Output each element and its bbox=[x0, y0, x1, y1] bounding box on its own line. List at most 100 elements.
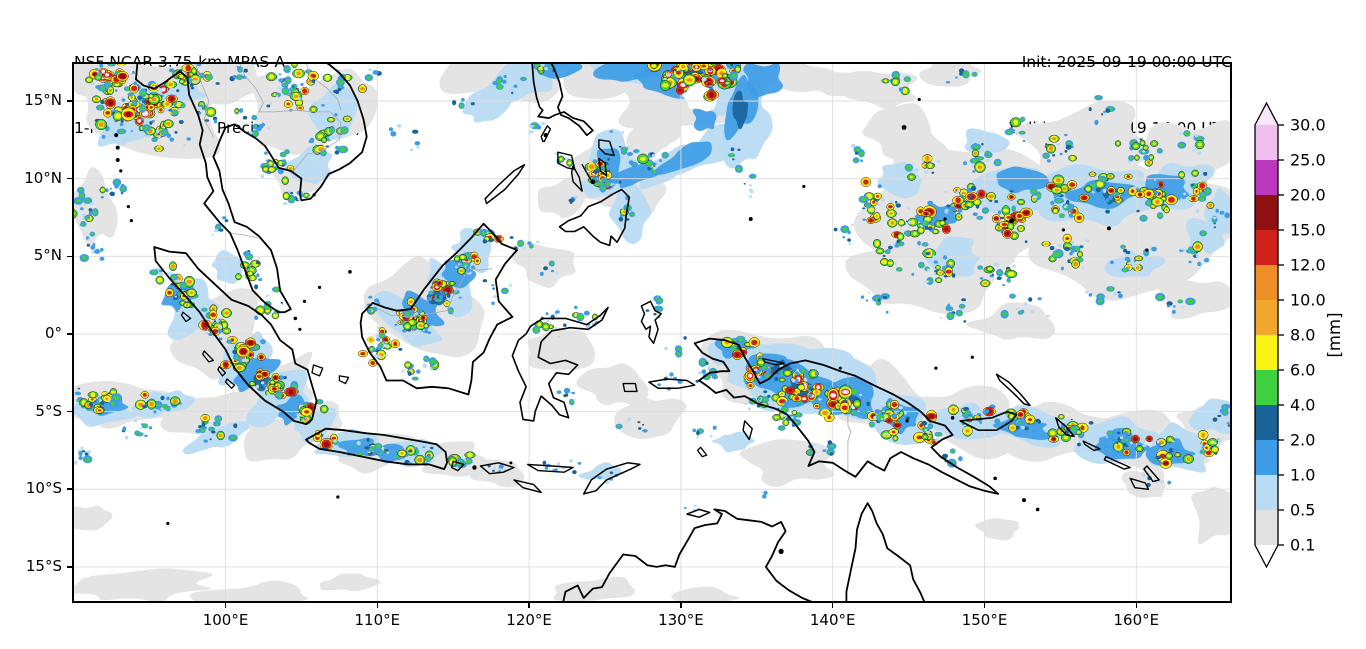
precip-cell bbox=[559, 157, 563, 161]
precip-cell bbox=[633, 149, 640, 154]
precip-cell bbox=[749, 189, 754, 194]
precip-cell bbox=[122, 426, 127, 432]
precip-cell bbox=[144, 434, 148, 437]
precip-cell bbox=[1018, 421, 1022, 425]
coastline bbox=[696, 446, 708, 458]
precip-cell bbox=[385, 449, 389, 452]
precip-blob bbox=[451, 227, 492, 274]
precip-cell bbox=[133, 419, 138, 423]
precip-cell bbox=[130, 85, 138, 92]
precip-cell bbox=[1226, 422, 1230, 425]
precip-cell bbox=[94, 98, 99, 101]
precip-cell bbox=[363, 306, 367, 309]
precip-cell bbox=[658, 308, 662, 311]
precip-cell bbox=[708, 68, 712, 72]
precip-cell bbox=[1022, 223, 1027, 227]
precip-cell bbox=[762, 398, 768, 401]
precip-cell bbox=[315, 123, 320, 126]
precip-cell bbox=[121, 183, 125, 188]
precip-cell bbox=[258, 278, 263, 282]
precip-cell bbox=[1124, 256, 1131, 262]
colorbar-tick-label: 0.1 bbox=[1290, 536, 1315, 555]
colorbar-tick-label: 1.0 bbox=[1290, 466, 1315, 485]
precip-cell bbox=[111, 119, 115, 122]
colorbar-tick-label: 8.0 bbox=[1290, 326, 1315, 345]
precip-cell bbox=[75, 199, 82, 203]
precip-cell bbox=[446, 293, 451, 298]
precip-cell bbox=[1147, 160, 1151, 165]
precip-cell bbox=[1065, 237, 1070, 240]
precip-cell bbox=[233, 423, 238, 429]
precip-cell bbox=[467, 103, 472, 107]
precip-cell bbox=[124, 435, 129, 440]
precip-cell bbox=[459, 104, 464, 108]
precip-cell bbox=[592, 159, 598, 164]
island bbox=[1035, 507, 1040, 512]
island bbox=[950, 416, 955, 420]
precip-cell bbox=[73, 460, 78, 465]
precip-cell bbox=[1010, 195, 1013, 199]
precip-cell bbox=[645, 309, 650, 312]
precip-cell bbox=[869, 219, 873, 222]
precip-cell bbox=[207, 109, 214, 115]
precip-cell bbox=[961, 298, 966, 302]
precip-cell bbox=[81, 223, 85, 227]
precip-cell bbox=[279, 375, 284, 381]
precip-cell bbox=[113, 395, 120, 400]
precip-cell bbox=[1049, 430, 1056, 436]
precipitation-map bbox=[72, 62, 1232, 603]
precip-cell bbox=[815, 390, 819, 394]
precip-cell bbox=[657, 383, 661, 387]
precip-cell bbox=[664, 347, 668, 351]
precip-cell bbox=[1199, 182, 1206, 189]
precip-blob bbox=[608, 179, 652, 245]
precip-cell bbox=[334, 122, 338, 125]
precip-blob bbox=[537, 176, 586, 218]
precip-cell bbox=[970, 185, 977, 191]
precip-cell bbox=[345, 117, 350, 120]
precip-cell bbox=[1009, 224, 1013, 229]
precip-cell bbox=[203, 308, 206, 312]
precip-cell bbox=[174, 131, 178, 134]
precip-cell bbox=[609, 130, 614, 133]
precip-cell bbox=[126, 111, 131, 117]
precip-cell bbox=[416, 145, 420, 149]
precip-cell bbox=[367, 309, 372, 313]
precip-cell bbox=[927, 200, 934, 206]
precip-cell bbox=[780, 378, 784, 381]
precip-cell bbox=[1020, 131, 1024, 134]
precip-cell bbox=[1142, 444, 1147, 447]
precip-cell bbox=[543, 266, 549, 271]
precip-cell bbox=[1213, 441, 1217, 445]
precip-cell bbox=[963, 320, 967, 323]
precip-cell bbox=[235, 356, 239, 360]
precip-cell bbox=[874, 409, 881, 414]
precip-cell bbox=[169, 271, 172, 274]
precip-cell bbox=[224, 219, 229, 223]
precip-cell bbox=[872, 201, 876, 204]
precip-cell bbox=[860, 197, 867, 202]
precip-cell bbox=[356, 441, 361, 446]
precip-cell bbox=[539, 271, 544, 276]
precip-cell bbox=[281, 303, 284, 306]
precip-cell bbox=[751, 346, 755, 349]
precip-blob bbox=[72, 568, 213, 602]
island bbox=[129, 218, 133, 223]
precip-cell bbox=[132, 102, 137, 106]
precip-cell bbox=[555, 271, 559, 274]
precip-cell bbox=[756, 404, 761, 408]
precip-cell bbox=[995, 160, 1000, 165]
precip-cell bbox=[588, 164, 595, 170]
precip-blob bbox=[1104, 250, 1166, 278]
precip-cell bbox=[1027, 422, 1031, 425]
precip-blob bbox=[739, 439, 835, 487]
precip-cell bbox=[984, 152, 988, 156]
precip-cell bbox=[570, 400, 574, 404]
precip-cell bbox=[898, 234, 903, 239]
precip-cell bbox=[997, 226, 1001, 230]
precip-cell bbox=[577, 462, 582, 465]
precip-cell bbox=[1156, 442, 1161, 447]
precip-cell bbox=[960, 304, 964, 308]
precip-cell bbox=[899, 414, 902, 417]
precip-cell bbox=[169, 96, 174, 101]
